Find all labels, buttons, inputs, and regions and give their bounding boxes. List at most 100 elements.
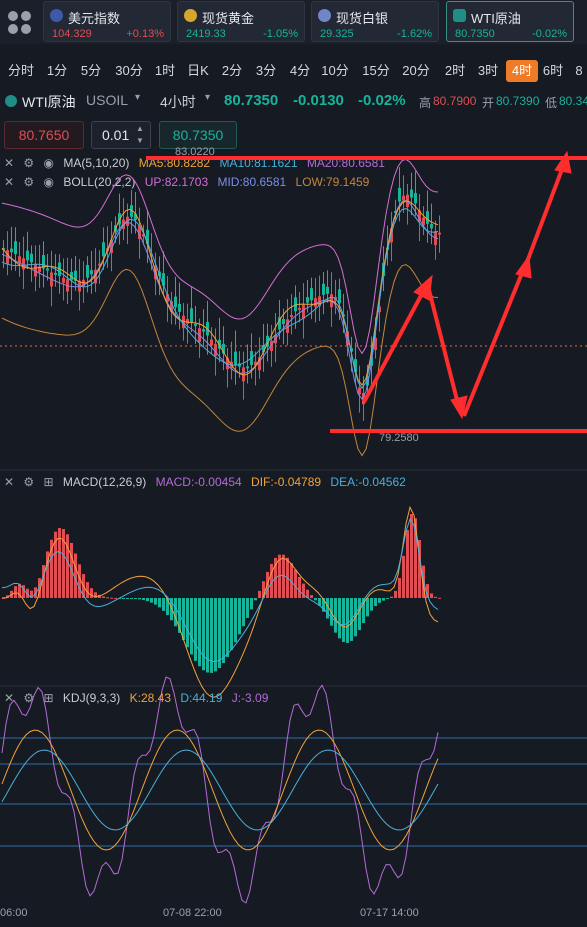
macd-bar [342,598,345,643]
macd-bar [14,586,17,598]
candle-body [94,269,97,284]
macd-bar [86,582,89,598]
arrow-head [554,150,572,174]
close-icon[interactable]: ✕ [4,156,15,170]
macd-bar [362,598,365,624]
ticker-wti-oil[interactable]: WTI原油 80.7350 -0.02% [446,1,574,42]
boll-mid-line [1,200,439,400]
gear-icon[interactable]: ⚙ [23,691,35,705]
oil-drop-icon [453,9,466,22]
macd-bar [230,598,233,650]
expand-icon[interactable]: ⊞ [43,475,54,489]
quantity-stepper[interactable]: ▲ ▼ [136,124,144,145]
close-icon[interactable]: ✕ [4,175,15,189]
candle-body [202,329,205,332]
macd-bar [234,598,237,643]
tab-timeframe[interactable]: 10分 [321,63,349,78]
candle-body [182,315,185,329]
candle-body [142,233,145,237]
chevron-down-icon[interactable]: ▾ [135,92,141,103]
ticker-spot-silver[interactable]: 现货白银 29.325 -1.62% [311,1,439,42]
tab-timeframe[interactable]: 3分 [255,63,277,78]
ticker-spot-gold[interactable]: 现货黄金 2419.33 -1.05% [177,1,305,42]
macd-bar [210,598,213,673]
macd-bar [262,581,265,598]
macd-bar [2,597,5,599]
chevron-down-icon[interactable]: ▾ [205,92,211,103]
candle-body [298,308,301,311]
candle-body [358,387,361,395]
macd-bar [338,598,341,639]
candle-body [42,255,45,269]
candle-body [146,229,149,244]
tab-timeframe[interactable]: 8时 [575,63,583,78]
symbol-code[interactable]: USOIL [86,92,129,108]
tab-timeframe[interactable]: 1时 [154,63,176,78]
tab-timeframe[interactable]: 分时 [7,63,34,78]
tab-timeframe[interactable]: 5分 [80,63,102,78]
tab-timeframe[interactable]: 日K [187,63,209,78]
tab-timeframe[interactable]: 3时 [477,63,499,78]
macd-bar [430,593,433,598]
tab-timeframe[interactable]: 2时 [444,63,466,78]
macd-bar [298,576,301,598]
tab-timeframe[interactable]: 6时 [542,63,564,78]
apps-menu-icon[interactable] [0,0,40,44]
macd-bar [322,598,325,612]
candlestick-chart [1,158,441,457]
tab-timeframe[interactable]: 15分 [362,63,390,78]
gear-icon[interactable]: ⚙ [23,175,35,189]
ticker-usd-index[interactable]: 美元指数 104.329 +0.13% [43,1,171,42]
candle-body [174,296,177,308]
candle-body [54,272,57,275]
macd-bar [130,598,133,599]
candle-body [290,315,293,318]
gear-icon[interactable]: ⚙ [23,475,35,489]
candle-body [302,305,305,319]
expand-icon[interactable]: ⊞ [43,691,54,705]
macd-bar [366,598,369,617]
macd-bar [134,598,137,599]
kdj-d-line [1,749,439,831]
macd-bar [222,598,225,664]
quantity-input[interactable]: 0.01 [91,121,151,149]
tab-timeframe[interactable]: 1分 [46,63,68,78]
macd-bar [66,534,69,598]
tab-timeframe[interactable]: 4分 [289,63,311,78]
macd-bar [398,578,401,598]
oil-drop-icon [5,95,17,107]
close-icon[interactable]: ✕ [4,475,15,489]
macd-bar [122,598,125,599]
eye-icon[interactable]: ◉ [43,175,54,189]
candle-body [402,195,405,201]
macd-bar [182,598,185,641]
macd-bar [22,585,25,598]
tab-timeframe[interactable]: 2分 [221,63,243,78]
boll-upper-line [1,158,439,355]
macd-bar [254,598,257,601]
macd-bar [378,598,381,603]
candle-body [426,211,429,224]
candle-body [346,331,349,346]
symbol-name[interactable]: WTI原油 [22,94,76,110]
macd-bar [258,590,261,598]
tab-timeframe[interactable]: 30分 [115,63,143,78]
macd-bar [390,596,393,598]
high-value: 80.7900 [433,94,477,108]
macd-bar [290,563,293,598]
period-selector[interactable]: 4小时 [160,94,196,110]
close-icon[interactable]: ✕ [4,691,15,705]
gear-icon[interactable]: ⚙ [23,156,35,170]
tab-timeframe[interactable]: 20分 [402,63,430,78]
macd-bar [226,598,229,657]
sell-price-button[interactable]: 80.7650 [4,121,84,149]
eye-icon[interactable]: ◉ [43,156,54,170]
chart-canvas[interactable]: 83.0220 79.2580 06:00 07-08 22:00 07-17 … [0,140,587,927]
tab-timeframe-active[interactable]: 4时 [506,60,538,82]
high-label: 高 [419,96,432,110]
buy-price-button[interactable]: 80.7350 [159,121,237,149]
macd-bar [282,554,285,598]
macd-bar [278,554,281,598]
macd-bar [18,583,21,598]
time-label: 06:00 [0,907,28,919]
